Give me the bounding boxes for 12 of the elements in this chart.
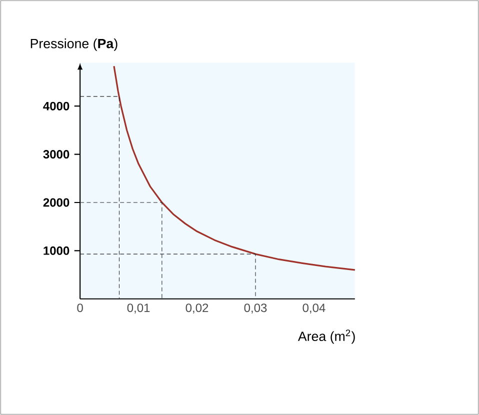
- line-series: [113, 65, 356, 271]
- x-tick-label: 0,04: [302, 304, 326, 314]
- x-tick-label: 0: [77, 304, 83, 312]
- y-axis-title: Pressione (Pa): [30, 38, 118, 51]
- y-tick-label: 1000: [44, 246, 70, 255]
- x-axis-title: Area (m$^{2}$): [298, 330, 355, 344]
- x-tick-label: 0,03: [244, 304, 267, 314]
- x-tick-label: 0,01: [127, 304, 150, 314]
- x-tick-label: 0,02: [186, 304, 208, 314]
- y-tick-label: 2000: [43, 198, 70, 207]
- y-tick-label: 4000: [43, 102, 70, 110]
- y-tick-label: 3000: [43, 150, 70, 159]
